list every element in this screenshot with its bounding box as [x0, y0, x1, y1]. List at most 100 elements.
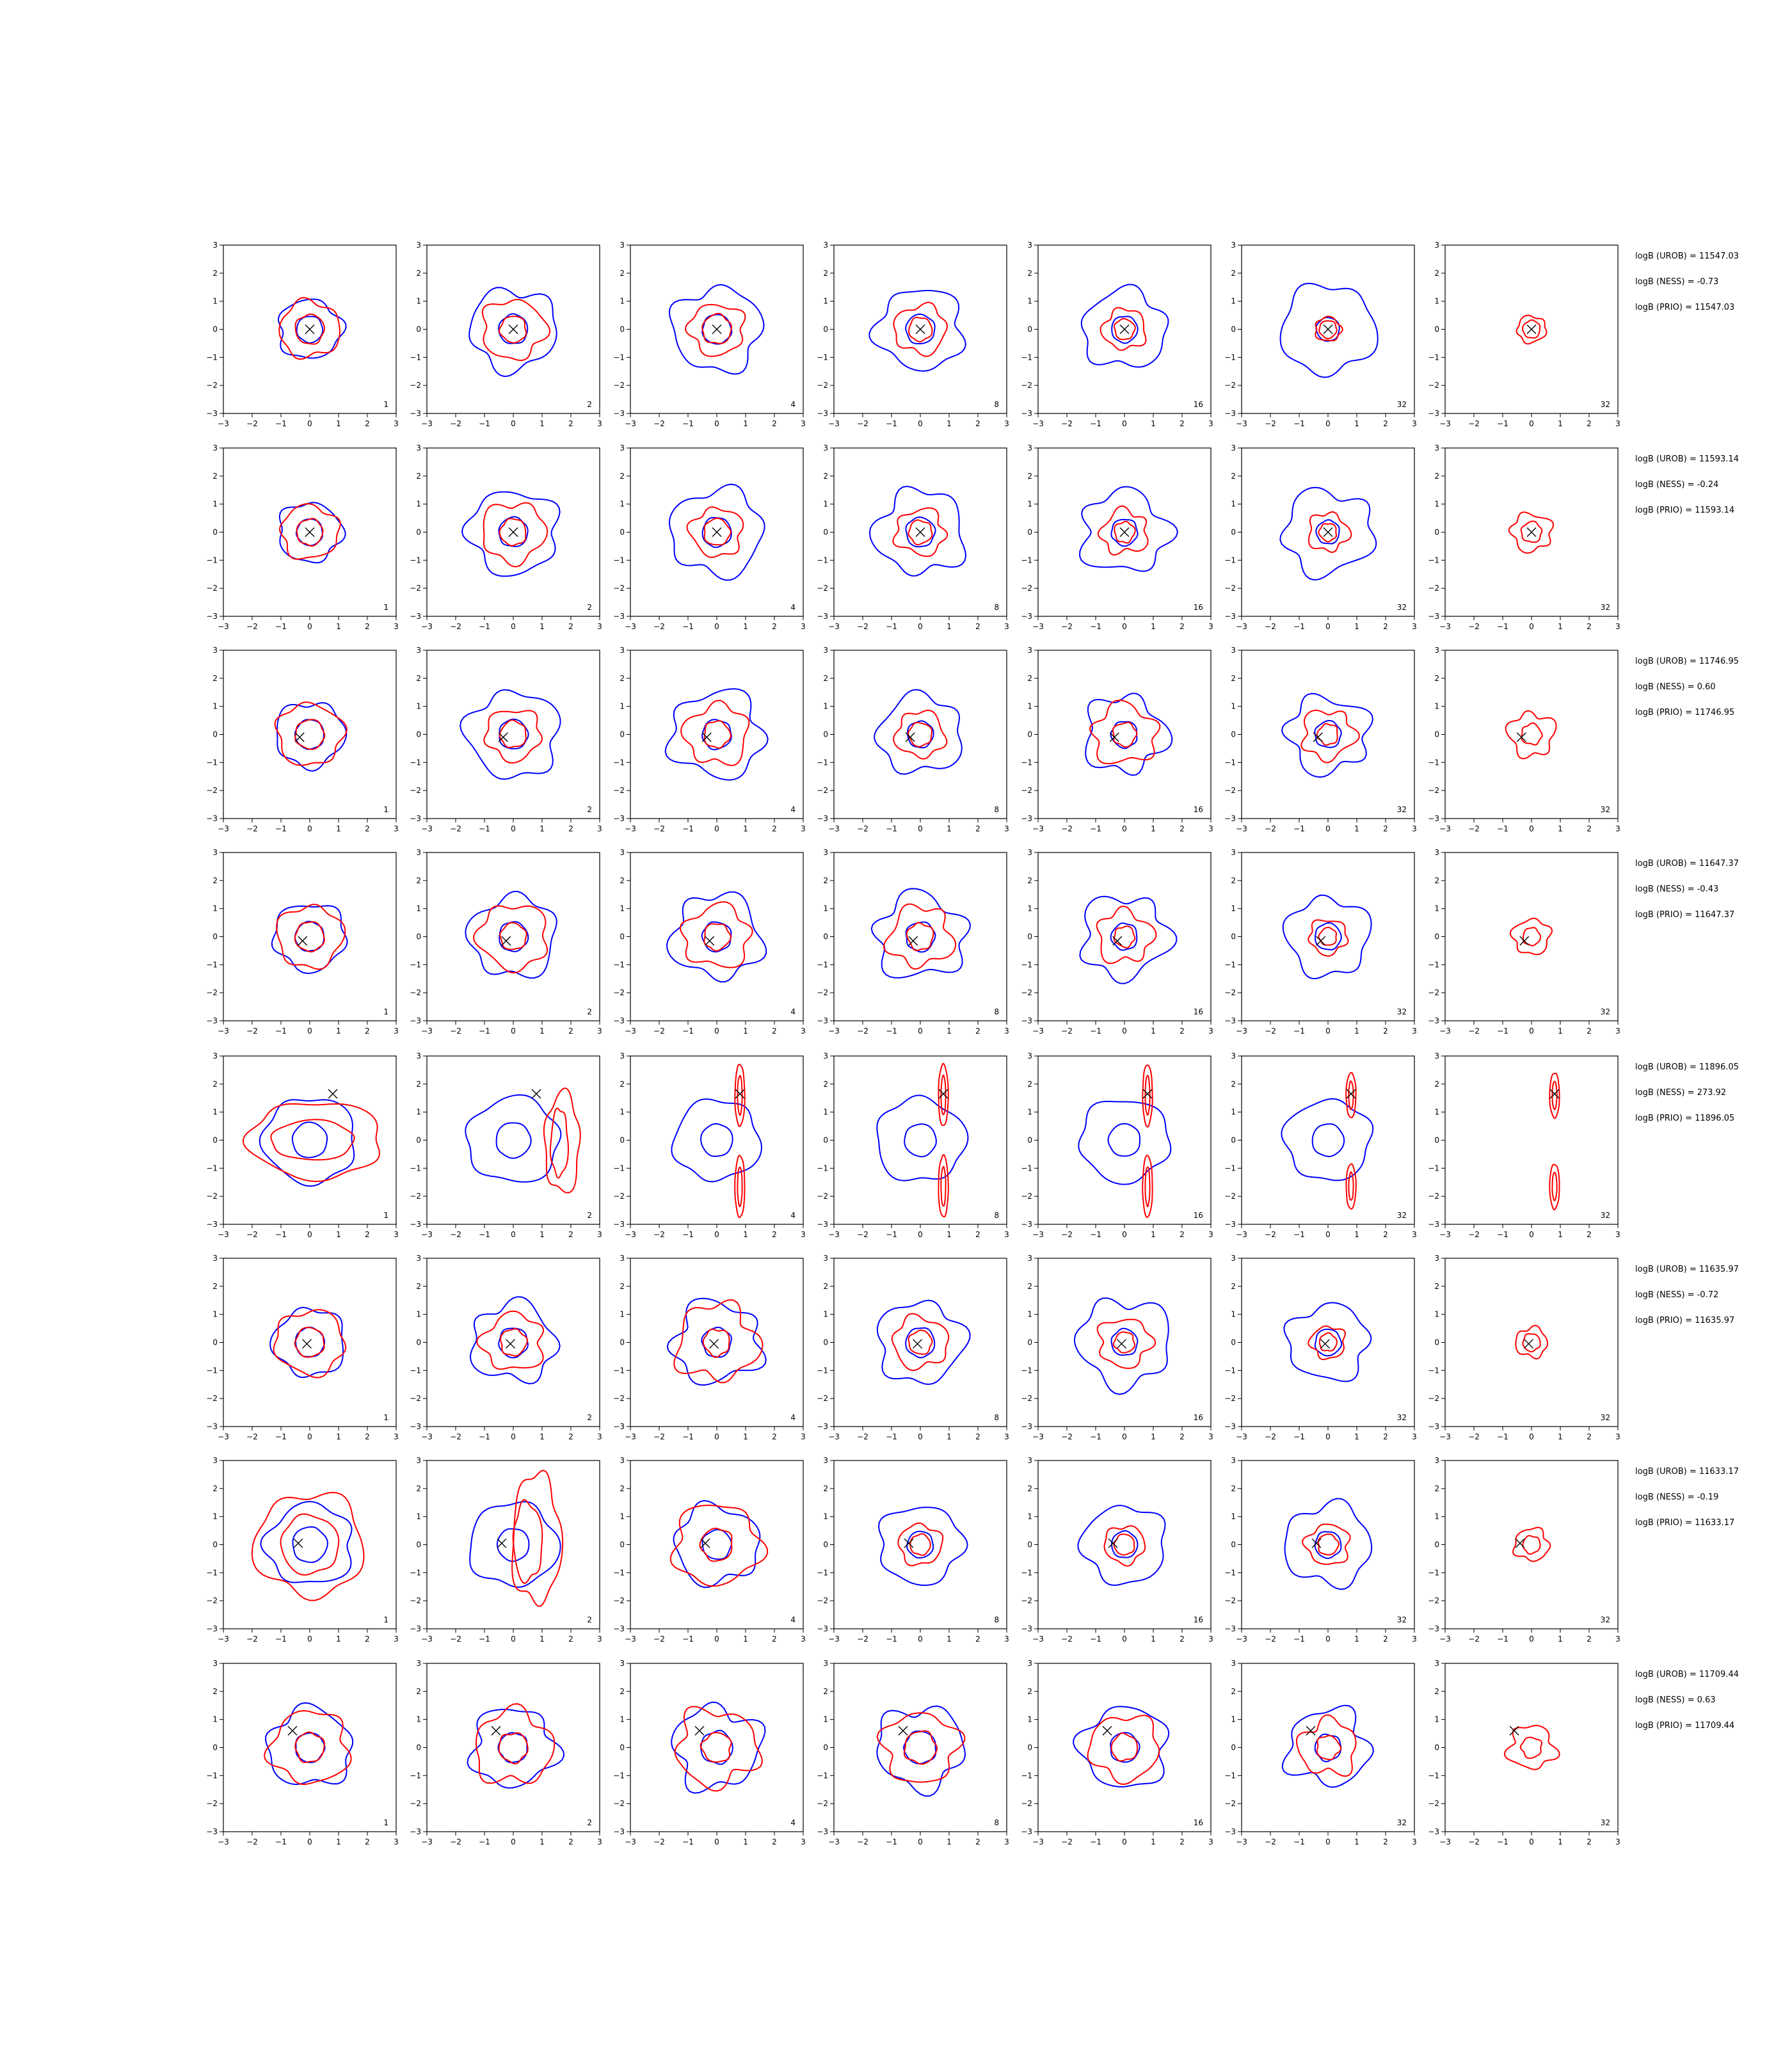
reference-x-marker: [1313, 732, 1323, 742]
x-tick-label: 3: [1412, 1635, 1417, 1644]
blue-outer-contour: [1281, 1704, 1374, 1788]
blue-inner-contour: [294, 719, 324, 750]
y-tick-label: 3: [416, 1659, 421, 1668]
blue-outer-contour: [461, 491, 561, 577]
y-tick-label: 2: [1231, 1282, 1236, 1291]
x-tick-label: 2: [1587, 1027, 1592, 1036]
x-tick-label: 3: [394, 1837, 399, 1846]
x-tick-label: −3: [828, 419, 840, 428]
blue-inner-contour: [1315, 519, 1340, 545]
reference-x-marker: [305, 527, 315, 537]
x-tick-label: 1: [743, 1230, 748, 1239]
x-tick-label: −2: [653, 419, 665, 428]
x-tick-label: 0: [511, 1635, 516, 1644]
x-tick-label: −1: [1090, 1027, 1101, 1036]
logb-annotation: logB (NESS) = -0.72: [1635, 1290, 1719, 1300]
x-tick-label: −1: [479, 1027, 490, 1036]
y-tick-label: 1: [1027, 297, 1032, 306]
blue-outer-contour: [271, 905, 348, 974]
x-tick-label: 2: [365, 1027, 370, 1036]
y-tick-label: 2: [416, 876, 421, 885]
panel-r2-c3: −3−3 −2 −2 −1 −1 0 0 1 1 2 2 3 3 4: [613, 444, 806, 631]
axes-frame: [630, 1663, 804, 1832]
y-tick-label: −1: [613, 758, 625, 767]
reference-x-marker: [328, 1089, 338, 1099]
y-tick-label: 0: [620, 932, 625, 941]
y-tick-label: 1: [1231, 1310, 1236, 1319]
x-tick-label: −3: [1236, 419, 1247, 428]
x-tick-label: 0: [1325, 1635, 1331, 1644]
x-tick-label: 1: [1354, 419, 1359, 428]
red-outer-contour: [892, 507, 948, 557]
x-tick-label: 2: [568, 1230, 573, 1239]
blue-outer-contour: [664, 688, 769, 781]
y-tick-label: −2: [613, 786, 625, 795]
reference-x-marker: [905, 732, 915, 742]
x-tick-label: 3: [1412, 622, 1417, 631]
red-outer-contour: [686, 506, 744, 558]
y-tick-label: −1: [817, 960, 828, 969]
x-tick-label: 1: [743, 419, 748, 428]
y-tick-label: −1: [206, 556, 218, 564]
x-tick-label: −3: [625, 824, 636, 833]
x-tick-label: 3: [1615, 824, 1620, 833]
y-tick-label: −3: [1224, 1220, 1236, 1229]
x-tick-label: −2: [1468, 419, 1480, 428]
y-tick-label: 0: [212, 1743, 218, 1752]
x-tick-label: 1: [947, 1230, 952, 1239]
logb-annotation: logB (PRIO) = 11896.05: [1635, 1114, 1735, 1123]
y-tick-label: −3: [1428, 814, 1439, 823]
panel-r8-c1: −3−3 −2 −2 −1 −1 0 0 1 1 2 2 3 3 1: [206, 1659, 399, 1846]
panel-r2-c2: −3−3 −2 −2 −1 −1 0 0 1 1 2 2 3 3 2: [410, 444, 602, 631]
y-tick-label: 1: [212, 1512, 218, 1521]
axes-frame: [1241, 852, 1415, 1021]
x-tick-label: 2: [975, 1837, 980, 1846]
y-tick-label: −2: [613, 1394, 625, 1403]
red-inner-contour: [1551, 1171, 1558, 1202]
y-tick-label: 0: [1434, 1540, 1439, 1549]
y-tick-label: −1: [817, 556, 828, 564]
x-tick-label: −3: [625, 1635, 636, 1644]
y-tick-label: −2: [410, 1596, 421, 1605]
x-tick-label: 1: [336, 1432, 341, 1441]
y-tick-label: −3: [1428, 409, 1439, 418]
y-tick-label: 3: [823, 1659, 828, 1668]
sample-count-label: 2: [587, 1007, 592, 1016]
logb-annotation: logB (PRIO) = 11547.03: [1635, 303, 1735, 312]
y-tick-label: −1: [1021, 1568, 1032, 1577]
y-tick-label: 0: [620, 528, 625, 537]
reference-x-marker: [1119, 324, 1130, 334]
panel-r4-c3: −3−3 −2 −2 −1 −1 0 0 1 1 2 2 3 3 4: [613, 848, 806, 1036]
sample-count-label: 2: [587, 1615, 592, 1624]
x-tick-label: 3: [597, 1837, 602, 1846]
x-tick-label: −1: [1090, 419, 1101, 428]
x-tick-label: −2: [246, 622, 258, 631]
y-tick-label: 3: [1027, 1659, 1032, 1668]
x-tick-label: −2: [653, 1635, 665, 1644]
axes-frame: [1037, 1055, 1212, 1225]
red-outer-contour: [1089, 700, 1161, 765]
red-outer-contour: [1345, 1163, 1357, 1210]
sample-count-label: 32: [1601, 603, 1610, 612]
x-tick-label: 3: [801, 1230, 806, 1239]
y-tick-label: −3: [613, 1422, 625, 1431]
x-tick-label: −1: [1497, 622, 1508, 631]
y-tick-label: −2: [1021, 584, 1032, 593]
red-inner-contour: [1522, 1332, 1541, 1353]
red-outer-contour: [476, 1310, 545, 1370]
reference-x-marker: [1306, 1725, 1316, 1736]
x-tick-label: 2: [1383, 622, 1388, 631]
y-tick-label: −2: [410, 1192, 421, 1201]
y-tick-label: 2: [1027, 1687, 1032, 1696]
red-inner-contour: [498, 1732, 529, 1764]
x-tick-label: −1: [1293, 1432, 1305, 1441]
x-tick-label: 0: [714, 1837, 719, 1846]
x-tick-label: −1: [886, 1635, 897, 1644]
x-tick-label: −2: [857, 1027, 868, 1036]
red-inner-contour: [703, 720, 732, 749]
y-tick-label: 1: [1231, 297, 1236, 306]
x-tick-label: −3: [625, 1027, 636, 1036]
y-tick-label: 1: [620, 500, 625, 509]
x-tick-label: 3: [1004, 419, 1009, 428]
y-tick-label: −3: [613, 1016, 625, 1025]
